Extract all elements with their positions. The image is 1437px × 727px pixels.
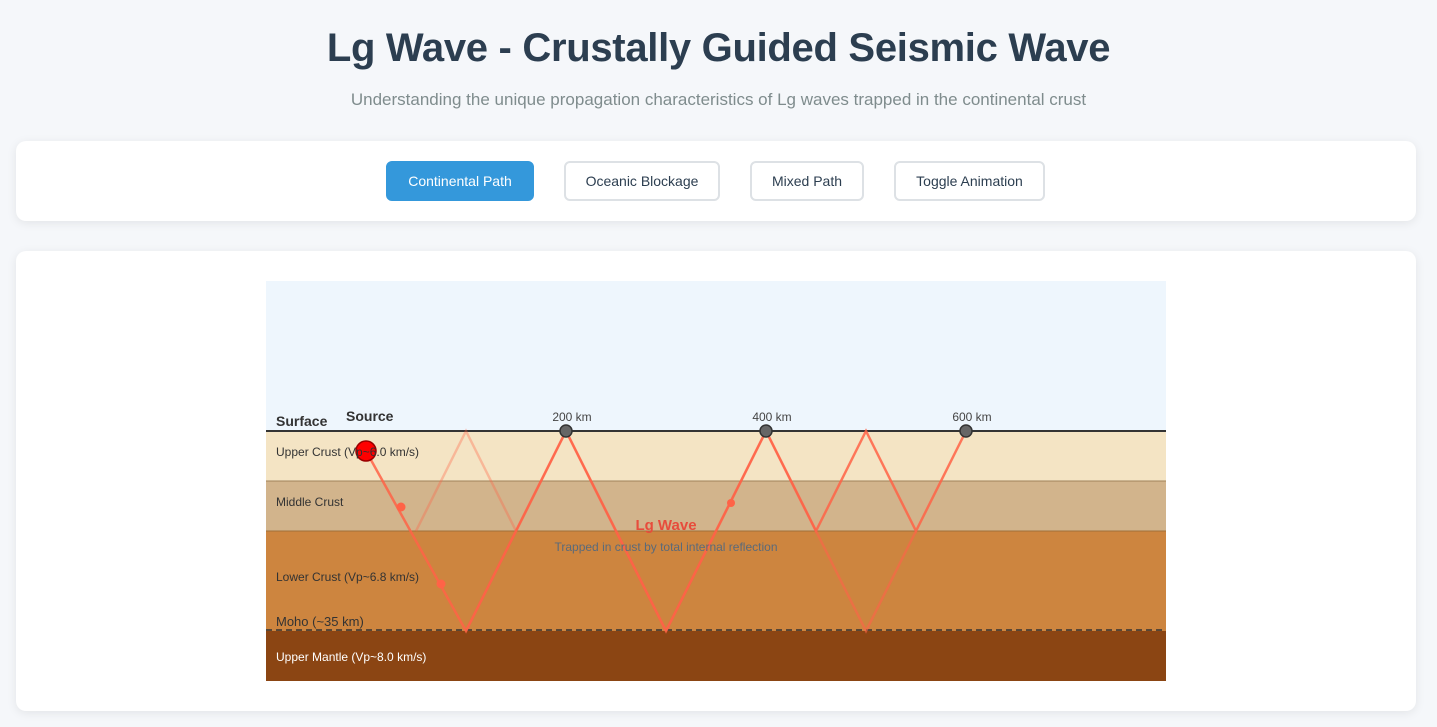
station-marker [759,424,773,438]
station-marker [959,424,973,438]
wave-particle [396,502,406,512]
middle-crust-label: Middle Crust [276,495,344,509]
crust-cross-section-diagram: 200 km 400 km 600 km Surface Source Uppe… [266,281,1166,681]
upper-crust-layer [266,431,1166,481]
station-marker [559,424,573,438]
oceanic-blockage-button[interactable]: Oceanic Blockage [564,161,720,201]
continental-path-button[interactable]: Continental Path [386,161,534,201]
upper-mantle-layer [266,631,1166,681]
wave-particle [436,579,446,589]
lower-crust-layer [266,531,1166,631]
page-subtitle: Understanding the unique propagation cha… [350,90,1087,109]
upper-mantle-label: Upper Mantle (Vp~8.0 km/s) [276,650,426,664]
wave-particle [727,499,735,507]
lg-wave-label: Lg Wave [635,517,696,534]
surface-label: Surface [276,413,328,429]
controls-panel: Continental Path Oceanic Blockage Mixed … [16,141,1416,221]
sky-layer [266,281,1166,431]
page-title: Lg Wave - Crustally Guided Seismic Wave [326,26,1111,70]
lower-crust-label: Lower Crust (Vp~6.8 km/s) [276,570,419,584]
mixed-path-button[interactable]: Mixed Path [750,161,864,201]
source-marker [355,440,377,462]
station-label: 600 km [952,410,991,424]
station-label: 400 km [752,410,791,424]
visualization-panel: 200 km 400 km 600 km Surface Source Uppe… [16,251,1416,711]
middle-crust-layer [266,481,1166,531]
upper-crust-label: Upper Crust (Vp~6.0 km/s) [276,445,419,459]
station-label: 200 km [552,410,591,424]
lg-wave-caption: Trapped in crust by total internal refle… [554,540,777,554]
moho-label: Moho (~35 km) [276,614,364,629]
toggle-animation-button[interactable]: Toggle Animation [894,161,1045,201]
source-label: Source [346,408,394,424]
faded-ray-path [414,428,518,532]
